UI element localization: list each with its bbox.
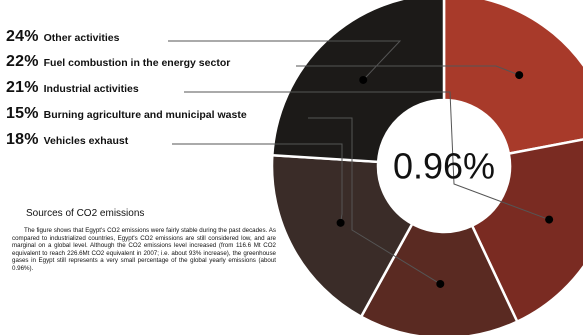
donut-slice — [271, 0, 446, 164]
legend-item: 15% Burning agriculture and municipal was… — [6, 105, 247, 127]
legend-value: 21% — [6, 79, 39, 96]
legend-item: 21% Industrial activities — [6, 79, 139, 101]
slice-dot — [545, 215, 554, 224]
slice-dot — [359, 75, 368, 84]
section-body: The figure shows that Egypt's CO2 emissi… — [12, 227, 276, 272]
leader-line — [168, 40, 402, 81]
leader-line — [172, 143, 343, 223]
legend-value: 18% — [6, 131, 39, 148]
leader-line — [296, 65, 520, 76]
donut-slice — [442, 0, 583, 156]
donut-slice — [359, 222, 519, 335]
legend-label: Burning agriculture and municipal waste — [43, 109, 247, 121]
legend-label: Industrial activities — [43, 83, 139, 95]
legend-item: 22% Fuel combustion in the energy sector — [6, 53, 230, 75]
donut-slice — [470, 138, 583, 324]
description-block: Sources of CO2 emissions The figure show… — [10, 208, 276, 273]
leader-line — [308, 117, 441, 285]
legend-item: 18% Vehicles exhaust — [6, 131, 128, 153]
leader-line — [184, 91, 550, 221]
legend-value: 24% — [6, 28, 39, 45]
legend-value: 15% — [6, 105, 39, 122]
donut-slice — [270, 153, 414, 319]
legend-label: Other activities — [43, 32, 120, 44]
legend-label: Fuel combustion in the energy sector — [43, 57, 231, 69]
slice-dot — [436, 279, 445, 288]
slice-dot — [336, 218, 345, 227]
section-title: Sources of CO2 emissions — [26, 208, 145, 219]
legend-item: 24% Other activities — [6, 28, 120, 50]
slice-dot — [515, 71, 524, 80]
center-label: 0.96% — [393, 146, 495, 187]
legend-value: 22% — [6, 53, 39, 70]
legend-label: Vehicles exhaust — [43, 135, 129, 147]
